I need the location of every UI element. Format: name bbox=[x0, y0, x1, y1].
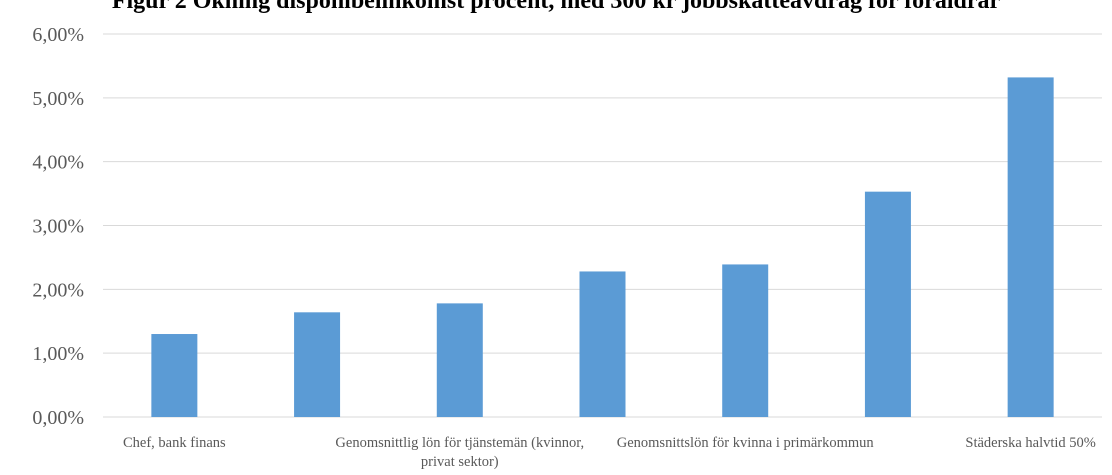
y-tick-label: 6,00% bbox=[32, 24, 84, 46]
bar bbox=[1008, 77, 1054, 417]
y-tick-label: 0,00% bbox=[32, 407, 84, 429]
x-category-label: Genomsnittslön för kvinna i primärkommun bbox=[617, 435, 875, 451]
bar bbox=[437, 303, 483, 417]
bar bbox=[722, 264, 768, 417]
y-tick-label: 1,00% bbox=[32, 343, 84, 365]
bar bbox=[151, 334, 197, 417]
bar bbox=[294, 312, 340, 417]
y-tick-label: 3,00% bbox=[32, 216, 84, 238]
y-tick-label: 2,00% bbox=[32, 279, 84, 301]
y-tick-label: 4,00% bbox=[32, 152, 84, 174]
x-axis-category-labels: Chef, bank finans Genomsnittlig lön för t… bbox=[123, 435, 1096, 470]
x-category-label: Chef, bank finans bbox=[123, 435, 226, 451]
y-tick-label: 5,00% bbox=[32, 88, 84, 110]
bar bbox=[865, 192, 911, 417]
bars bbox=[151, 77, 1053, 417]
bar bbox=[580, 271, 626, 417]
x-category-label: Städerska halvtid 50% bbox=[965, 435, 1095, 451]
x-category-label: Genomsnittlig lön för tjänstemän (kvinno… bbox=[335, 435, 584, 470]
y-axis-tick-labels: 0,00% 1,00% 2,00% 3,00% 4,00% 5,00% 6,00% bbox=[32, 24, 84, 429]
